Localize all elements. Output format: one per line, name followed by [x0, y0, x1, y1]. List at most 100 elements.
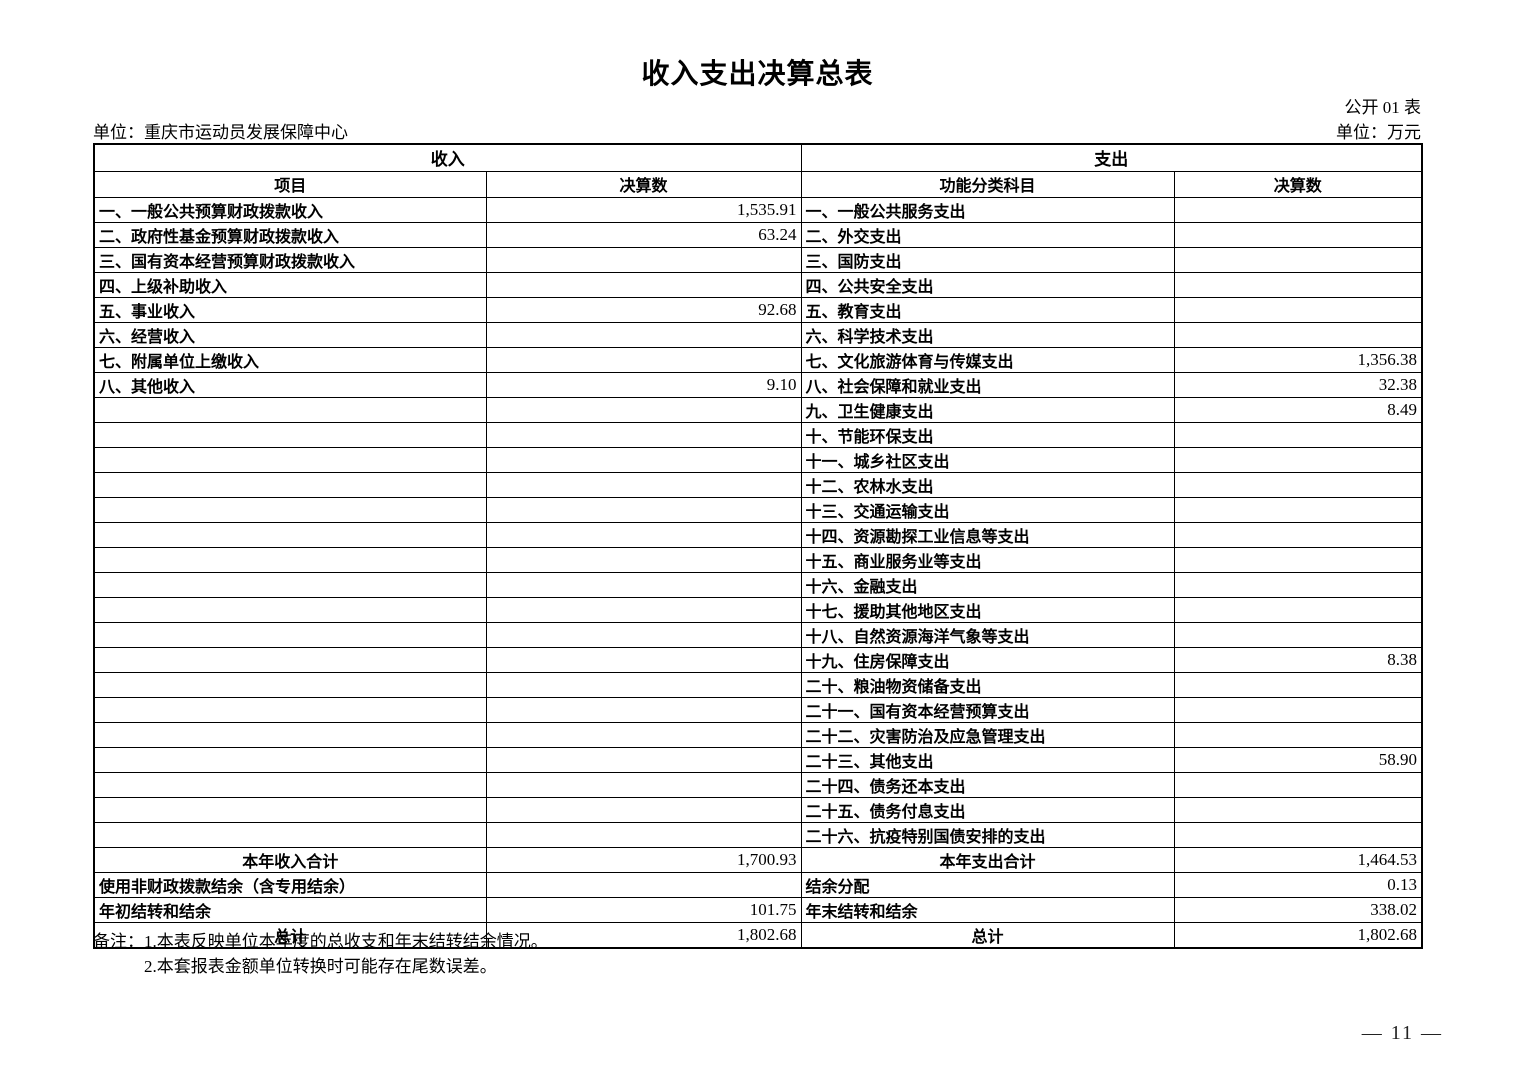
expense-item-cell: 结余分配	[800, 871, 1175, 898]
note-line-1: 1.本表反映单位本年度的总收支和年末结转结余情况。	[144, 932, 548, 951]
expense-item-cell: 五、教育支出	[800, 296, 1175, 323]
table-row: 十六、金融支出	[93, 571, 1423, 598]
income-amount-cell	[485, 571, 802, 598]
expense-item-cell: 十四、资源勘探工业信息等支出	[800, 521, 1175, 548]
income-amount-cell	[485, 796, 802, 823]
expense-item-cell: 四、公共安全支出	[800, 271, 1175, 298]
income-item-cell: 一、一般公共预算财政拨款收入	[93, 196, 487, 223]
expense-amount-cell: 0.13	[1173, 871, 1423, 898]
table-row: 使用非财政拨款结余（含专用结余） 结余分配 0.13	[93, 871, 1423, 898]
table-row: 十四、资源勘探工业信息等支出	[93, 521, 1423, 548]
expense-amount-cell	[1173, 671, 1423, 698]
income-amount-cell	[485, 246, 802, 273]
income-item-cell	[93, 546, 487, 573]
income-amount-cell	[485, 596, 802, 623]
expense-amount-cell: 1,464.53	[1173, 846, 1423, 873]
page-title: 收入支出决算总表	[641, 59, 874, 90]
org-unit-label: 单位：重庆市运动员发展保障中心	[93, 123, 348, 142]
expense-item-cell: 九、卫生健康支出	[800, 396, 1175, 423]
expense-item-cell: 十、节能环保支出	[800, 421, 1175, 448]
expense-amount-cell	[1173, 321, 1423, 348]
expense-amount-cell	[1173, 271, 1423, 298]
table-row: 二十二、灾害防治及应急管理支出	[93, 721, 1423, 748]
income-item-cell: 六、经营收入	[93, 321, 487, 348]
expense-item-cell: 二十三、其他支出	[800, 746, 1175, 773]
income-amount-cell	[485, 446, 802, 473]
income-item-cell: 五、事业收入	[93, 296, 487, 323]
expense-item-cell: 年末结转和结余	[800, 896, 1175, 923]
table-row: 二十一、国有资本经营预算支出	[93, 696, 1423, 723]
expense-amount-cell	[1173, 196, 1423, 223]
income-item-cell	[93, 696, 487, 723]
expense-item-cell: 三、国防支出	[800, 246, 1175, 273]
income-amount-cell	[485, 321, 802, 348]
expense-amount-cell: 8.49	[1173, 396, 1423, 423]
expense-amount-cell	[1173, 546, 1423, 573]
expense-item-cell: 二十四、债务还本支出	[800, 771, 1175, 798]
table-row: 总计 1,802.68 总计 1,802.68	[93, 921, 1423, 948]
income-amount-cell	[485, 621, 802, 648]
expense-amount-cell	[1173, 296, 1423, 323]
income-item-cell	[93, 746, 487, 773]
table-row: 十五、商业服务业等支出	[93, 546, 1423, 573]
table-row: 二十、粮油物资储备支出	[93, 671, 1423, 698]
income-amount-cell	[485, 746, 802, 773]
income-amount-cell	[485, 546, 802, 573]
income-item-cell	[93, 471, 487, 498]
meta-row: 单位：重庆市运动员发展保障中心 单位：万元	[93, 118, 1421, 143]
table-row: 二十三、其他支出 58.90	[93, 746, 1423, 773]
income-expense-summary-table: 收入 支出 项目 决算数 功能分类科目 决算数 一、一般公共预算财政拨款收入 1,…	[93, 143, 1423, 949]
expense-section-header: 支出	[800, 143, 1423, 172]
income-item-cell	[93, 671, 487, 698]
expense-item-cell: 十七、援助其他地区支出	[800, 596, 1175, 623]
notes-label: 备注：	[93, 932, 144, 951]
income-item-cell: 总计	[93, 921, 487, 948]
income-amount-cell	[485, 346, 802, 373]
section-header-row: 收入 支出	[93, 143, 1423, 172]
income-item-cell	[93, 396, 487, 423]
expense-amount-cell	[1173, 621, 1423, 648]
income-amount-cell: 1,700.93	[485, 846, 802, 873]
expense-item-cell: 二、外交支出	[800, 221, 1175, 248]
income-item-cell: 二、政府性基金预算财政拨款收入	[93, 221, 487, 248]
expense-amount-cell	[1173, 421, 1423, 448]
expense-item-cell: 十八、自然资源海洋气象等支出	[800, 621, 1175, 648]
expense-item-cell: 十六、金融支出	[800, 571, 1175, 598]
expense-item-cell: 十一、城乡社区支出	[800, 446, 1175, 473]
expense-item-cell: 八、社会保障和就业支出	[800, 371, 1175, 398]
table-row: 一、一般公共预算财政拨款收入 1,535.91 一、一般公共服务支出	[93, 196, 1423, 223]
income-item-cell: 八、其他收入	[93, 371, 487, 398]
expense-item-cell: 六、科学技术支出	[800, 321, 1175, 348]
income-item-cell: 七、附属单位上缴收入	[93, 346, 487, 373]
expense-item-cell: 十九、住房保障支出	[800, 646, 1175, 673]
income-item-cell	[93, 421, 487, 448]
page-number: — 11 —	[1361, 1022, 1443, 1044]
income-item-cell: 三、国有资本经营预算财政拨款收入	[93, 246, 487, 273]
expense-amount-cell	[1173, 596, 1423, 623]
income-amount-cell	[485, 496, 802, 523]
income-amount-cell: 92.68	[485, 296, 802, 323]
expense-amount-cell	[1173, 821, 1423, 848]
income-item-cell	[93, 596, 487, 623]
expense-amount-cell	[1173, 471, 1423, 498]
income-item-cell: 本年收入合计	[93, 846, 487, 873]
expense-amount-cell	[1173, 571, 1423, 598]
table-row: 三、国有资本经营预算财政拨款收入 三、国防支出	[93, 246, 1423, 273]
table-row: 十二、农林水支出	[93, 471, 1423, 498]
income-item-cell	[93, 621, 487, 648]
income-amount-cell	[485, 721, 802, 748]
income-item-cell: 年初结转和结余	[93, 896, 487, 923]
expense-item-cell: 二十二、灾害防治及应急管理支出	[800, 721, 1175, 748]
expense-item-cell: 一、一般公共服务支出	[800, 196, 1175, 223]
expense-amount-cell: 1,802.68	[1173, 921, 1423, 948]
income-amount-cell: 63.24	[485, 221, 802, 248]
expense-item-cell: 七、文化旅游体育与传媒支出	[800, 346, 1175, 373]
form-code-label: 公开 01 表	[1344, 98, 1422, 117]
income-amount-cell: 1,802.68	[485, 921, 802, 948]
income-item-cell: 四、上级补助收入	[93, 271, 487, 298]
expense-amount-cell	[1173, 246, 1423, 273]
income-item-cell	[93, 446, 487, 473]
income-amount-cell	[485, 696, 802, 723]
table-row: 七、附属单位上缴收入 七、文化旅游体育与传媒支出 1,356.38	[93, 346, 1423, 373]
expense-amount-cell	[1173, 496, 1423, 523]
